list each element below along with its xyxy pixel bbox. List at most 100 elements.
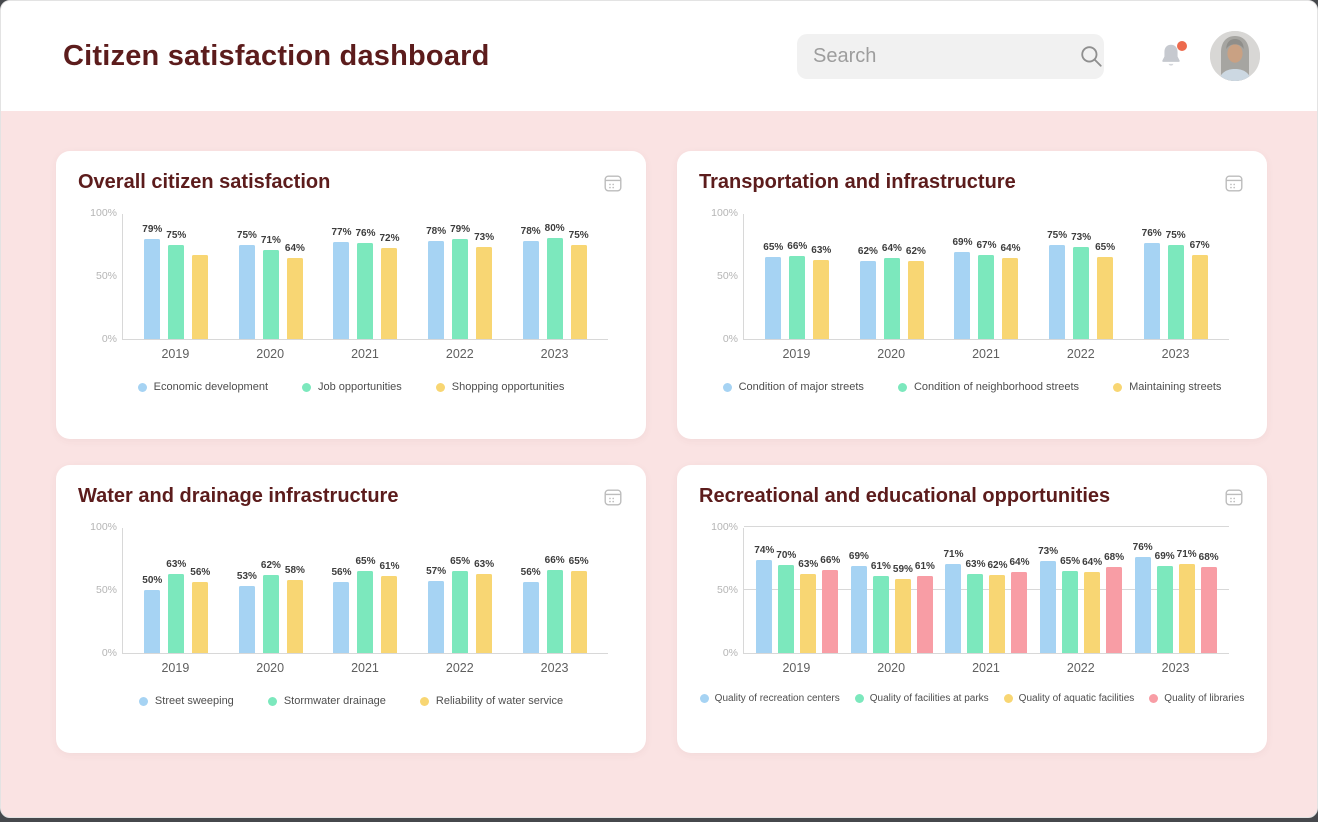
bar-condition-of-major-streets: 65% [763, 242, 783, 339]
bar-street-sweeping: 56% [521, 567, 541, 653]
bar-value-label: 61% [379, 561, 400, 573]
bar-value-label: 69% [952, 237, 973, 249]
legend-item: Quality of recreation centers [699, 693, 840, 704]
bar-value-label: 79% [142, 224, 163, 236]
search-icon[interactable] [1078, 43, 1104, 69]
bar-job-opportunities: 76% [355, 228, 375, 339]
calendar-icon[interactable] [602, 486, 624, 508]
chart-card-transportation: Transportation and infrastructure 100% 50… [677, 151, 1267, 439]
bar-condition-of-neighborhood-streets: 73% [1071, 232, 1091, 339]
bar-groups: 65% 66% 63% 62% 64% 62% 69% 67% 64% 75% 73% 65% 76% 7… [744, 214, 1229, 339]
bar-economic-development: 78% [521, 226, 541, 339]
bar-value-label: 79% [450, 224, 471, 236]
chart-card-overall-satisfaction: Overall citizen satisfaction 100% 50% 0% 79… [56, 151, 646, 439]
x-axis-label: 2023 [540, 661, 569, 675]
bar-stormwater-drainage: 63% [166, 559, 186, 653]
bar-group: 76% 69% 71% 68% [1128, 542, 1223, 653]
bar-stormwater-drainage: 66% [545, 555, 565, 653]
calendar-icon[interactable] [602, 172, 624, 194]
search-input[interactable] [813, 44, 1078, 68]
x-axis-label: 2020 [256, 661, 285, 675]
card-header: Overall citizen satisfaction [78, 171, 624, 194]
bar-value-label: 66% [820, 554, 841, 566]
bar-value-label: 73% [474, 232, 495, 244]
notification-badge [1177, 41, 1187, 51]
bar-quality-of-libraries: 64% [1009, 557, 1029, 653]
bar-chart: 100% 50% 0% 74% 70% 63% 66% 69% 61% 59% 61% 71% 63% 6… [699, 521, 1245, 704]
chart-card-water-drainage: Water and drainage infrastructure 100% 50… [56, 465, 646, 753]
bar-group: 69% 61% 59% 61% [845, 551, 940, 653]
calendar-icon[interactable] [1223, 486, 1245, 508]
bar-value-label: 64% [284, 243, 305, 255]
x-axis: 2019 2020 2021 2022 2023 [122, 347, 608, 361]
search-bar[interactable] [797, 33, 1104, 79]
bar-groups: 50% 63% 56% 53% 62% 58% 56% 65% 61% 57% 65% 63% 56% 6… [123, 528, 608, 653]
legend-dot [267, 696, 277, 706]
bar-value-label: 76% [1132, 542, 1153, 554]
legend-label: Quality of facilities at parks [869, 693, 989, 704]
x-axis-label: 2019 [161, 661, 190, 675]
user-avatar[interactable] [1210, 31, 1260, 81]
bar-quality-of-facilities-at-parks: 65% [1060, 556, 1080, 653]
bar-group: 78% 80% 75% [507, 223, 602, 339]
legend-label: Shopping opportunities [451, 381, 565, 393]
y-axis-tick: 50% [716, 270, 738, 282]
y-axis-tick: 50% [95, 270, 117, 282]
bar-group: 78% 79% 73% [413, 224, 508, 339]
bar-quality-of-libraries: 68% [1104, 552, 1124, 653]
bar-value-label: 68% [1198, 552, 1219, 564]
legend-item: Economic development [137, 381, 268, 393]
bar-value-label: 61% [914, 561, 935, 573]
bar-maintaining-streets: 62% [906, 246, 926, 339]
bell-icon [1162, 44, 1180, 66]
bar-condition-of-neighborhood-streets: 66% [787, 241, 807, 339]
x-axis-label: 2019 [782, 661, 811, 675]
x-axis-label: 2022 [1066, 661, 1095, 675]
bar-value-label: 63% [965, 558, 986, 570]
bar-value-label: 78% [520, 225, 541, 237]
bar-value-label: 66% [787, 240, 808, 252]
bar-group: 57% 65% 63% [413, 556, 508, 653]
calendar-icon[interactable] [1223, 172, 1245, 194]
y-axis-tick: 0% [101, 333, 117, 345]
bar-value-label: 65% [1095, 242, 1116, 254]
bar-quality-of-facilities-at-parks: 69% [1155, 551, 1175, 653]
bar-shopping-opportunities [192, 254, 209, 339]
card-header: Water and drainage infrastructure [78, 485, 624, 508]
bar-value-label: 63% [811, 244, 832, 256]
legend-label: Maintaining streets [1129, 381, 1222, 393]
bar-group: 53% 62% 58% [224, 560, 319, 653]
bar-value-label: 75% [1165, 229, 1186, 241]
bar-value-label: 65% [450, 556, 471, 568]
bar-group: 56% 66% 65% [507, 555, 602, 653]
bar-value-label: 61% [870, 561, 891, 573]
bar-chart: 100% 50% 0% 50% 63% 56% 53% 62% 58% 56% 65% 61% 57% 6… [78, 521, 624, 707]
x-axis-label: 2021 [351, 661, 379, 675]
chart-legend: Economic development Job opportunities Sho… [78, 381, 624, 393]
bar-quality-of-recreation-centers: 76% [1133, 542, 1153, 653]
bar-quality-of-recreation-centers: 69% [849, 551, 869, 653]
legend-label: Condition of neighborhood streets [913, 381, 1080, 393]
bar-street-sweeping: 57% [426, 566, 446, 653]
legend-item: Stormwater drainage [267, 695, 386, 707]
bar-chart: 100% 50% 0% 65% 66% 63% 62% 64% 62% 69% 67% 64% 75% 7… [699, 207, 1245, 393]
page-title: Citizen satisfaction dashboard [63, 39, 490, 72]
bar-quality-of-aquatic-facilities: 62% [987, 560, 1007, 653]
bar-value-label: 67% [976, 239, 997, 251]
bar-value-label: 75% [236, 229, 257, 241]
bar-value-label: 75% [1047, 229, 1068, 241]
legend-dot [854, 694, 864, 703]
bar-value-label: 66% [544, 554, 565, 566]
bar-quality-of-facilities-at-parks: 63% [965, 559, 985, 653]
bar-reliability-of-water-service: 65% [569, 556, 589, 653]
x-axis-label: 2021 [972, 347, 1000, 361]
y-axis-tick: 100% [90, 521, 117, 533]
card-title: Transportation and infrastructure [699, 171, 1016, 193]
header: Citizen satisfaction dashboard [1, 1, 1317, 111]
y-axis-tick: 100% [90, 207, 117, 219]
bar-value-label: 74% [754, 544, 775, 556]
bar-economic-development: 77% [331, 227, 351, 339]
bar-group: 76% 75% 67% [1128, 228, 1223, 339]
bar-job-opportunities: 71% [261, 235, 281, 339]
notification-bell-button[interactable] [1158, 41, 1187, 70]
